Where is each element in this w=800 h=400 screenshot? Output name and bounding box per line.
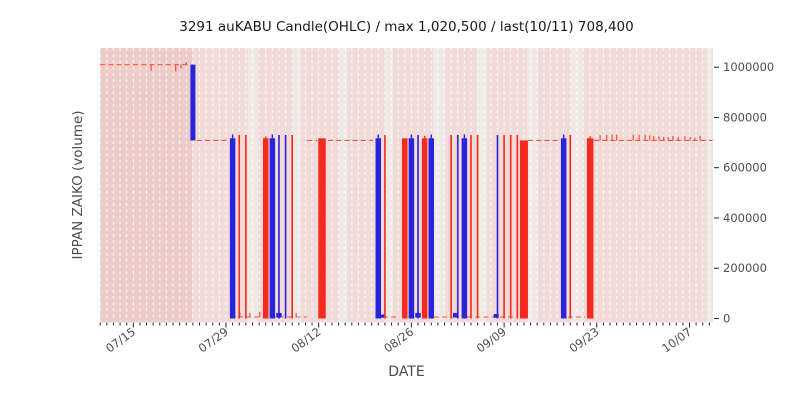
candle-body <box>496 135 499 319</box>
candle-body <box>229 138 236 319</box>
chart-title: 3291 auKABU Candle(OHLC) / max 1,020,500… <box>179 19 634 35</box>
candle-body <box>238 135 241 319</box>
candle-wick <box>410 134 413 139</box>
candle-wick <box>589 136 591 139</box>
y-tick-label: 200000 <box>723 261 767 275</box>
x-tick-label: 09/09 <box>474 325 509 356</box>
candle-wick <box>271 134 274 139</box>
candle-body <box>318 138 326 319</box>
candle-body <box>586 138 594 319</box>
candle-body <box>569 135 572 319</box>
candle-body <box>262 138 269 319</box>
candle-body <box>450 135 452 319</box>
candle-body <box>291 135 294 319</box>
candle-small-body <box>415 312 421 318</box>
candle-body <box>408 138 415 319</box>
x-axis-label: DATE <box>388 364 425 380</box>
x-tick-label: 10/07 <box>659 325 694 356</box>
y-tick-label: 800000 <box>723 110 767 124</box>
candle-body <box>402 138 408 319</box>
candle-body <box>519 140 528 319</box>
candle-body <box>503 135 505 319</box>
y-tick-label: 400000 <box>723 211 767 225</box>
candle-wick <box>430 134 432 139</box>
y-axis-ticks <box>714 66 719 319</box>
candle-body <box>417 135 419 319</box>
candle-wick <box>265 136 267 139</box>
y-tick-label: 0 <box>723 312 730 326</box>
candles <box>190 64 594 319</box>
y-axis-tick-labels: 0 200000 400000 600000 800000 1000000 <box>723 60 774 325</box>
y-tick-label: 1000000 <box>723 60 774 74</box>
candle-wick <box>562 134 565 139</box>
candle-body <box>516 135 519 319</box>
x-tick-label: 08/26 <box>381 325 416 356</box>
candle-small-body <box>276 312 282 318</box>
candle-small-body <box>453 312 459 318</box>
candle-body <box>278 135 280 319</box>
candle-body <box>190 64 196 141</box>
x-tick-label: 09/23 <box>567 325 602 356</box>
candle-body <box>509 135 512 319</box>
candle-body <box>456 135 459 319</box>
x-tick-label: 07/15 <box>103 325 138 356</box>
candle-body <box>476 135 479 319</box>
x-tick-label: 08/12 <box>288 325 323 356</box>
candle-wick <box>463 134 466 139</box>
x-tick-label: 07/29 <box>196 325 231 356</box>
candle-wick <box>377 134 379 139</box>
candle-body <box>284 135 287 319</box>
candle-small-body <box>493 313 499 318</box>
candle-body <box>245 135 247 319</box>
candle-body <box>560 138 567 319</box>
y-tick-label: 600000 <box>723 161 767 175</box>
candle-body <box>421 138 428 319</box>
candle-body <box>375 138 382 319</box>
candle-body <box>470 135 472 319</box>
x-axis-ticks <box>99 322 710 328</box>
candle-wick <box>423 135 426 139</box>
candle-small-body <box>379 314 385 318</box>
x-axis-tick-labels: 07/15 07/29 08/12 08/26 09/09 09/23 10/07 <box>103 325 694 356</box>
candle-body <box>384 135 386 319</box>
candle-body <box>428 138 435 319</box>
candle-body <box>269 138 276 319</box>
candle-body <box>461 138 468 319</box>
candle-wick <box>231 134 234 139</box>
